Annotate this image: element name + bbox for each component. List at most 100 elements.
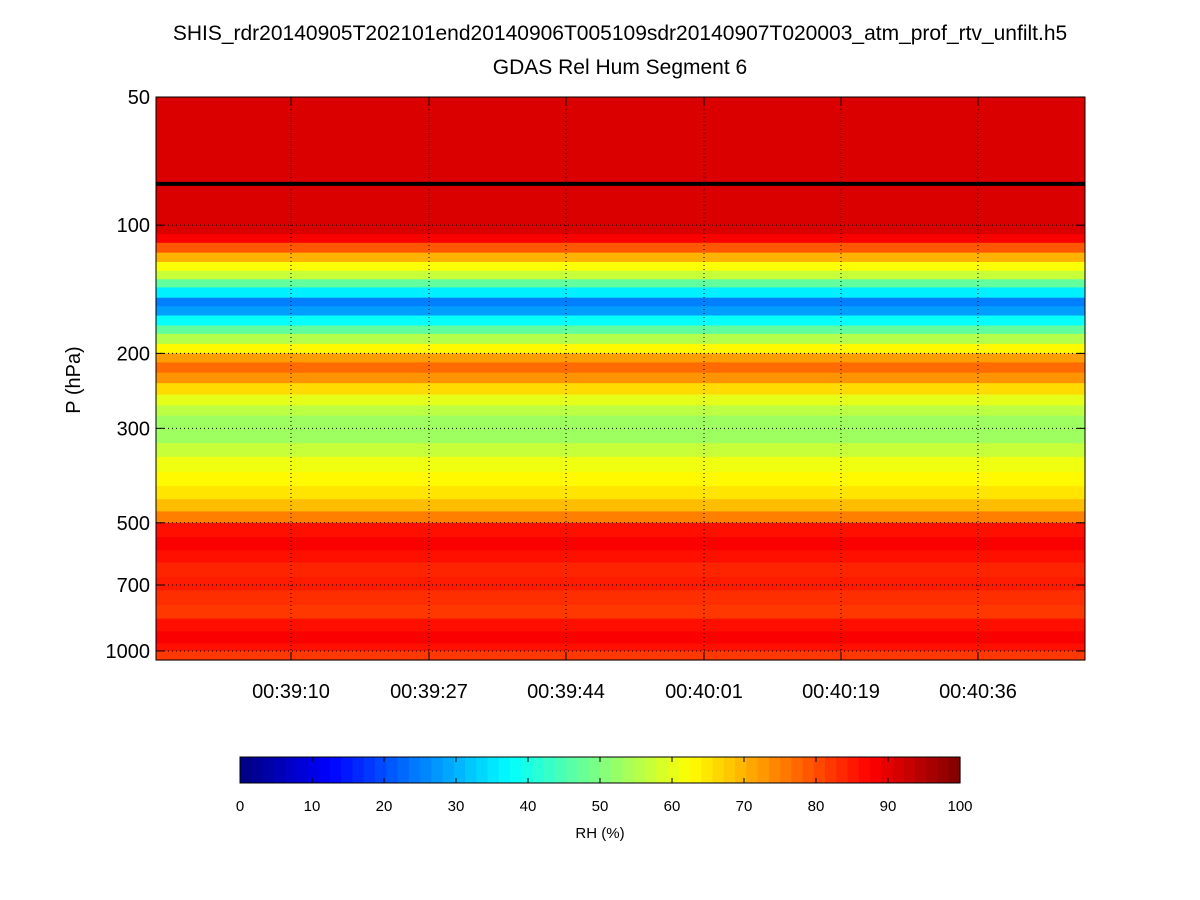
rh-band <box>156 550 1085 564</box>
x-tick-label: 00:39:10 <box>252 681 330 703</box>
colorbar-cell <box>757 757 770 783</box>
rh-band <box>156 306 1085 317</box>
colorbar-cell <box>667 757 680 783</box>
rh-band <box>156 234 1085 244</box>
colorbar-tick-label: 40 <box>520 798 537 815</box>
colorbar-tick-label: 70 <box>736 798 753 815</box>
rh-band <box>156 472 1085 487</box>
rh-band <box>156 315 1085 327</box>
colorbar-tick-label: 30 <box>448 798 465 815</box>
rh-band <box>156 362 1085 374</box>
colorbar-cell <box>780 757 792 783</box>
colorbar-cell <box>341 757 354 783</box>
colorbar-cell <box>735 757 747 783</box>
colorbar-cell <box>903 757 916 783</box>
colorbar-tick-label: 60 <box>664 798 681 815</box>
y-tick-label: 50 <box>128 87 150 109</box>
colorbar-cell <box>802 757 815 783</box>
rh-band <box>156 297 1085 307</box>
colorbar-tick-label: 80 <box>808 798 825 815</box>
colorbar-cell <box>825 757 837 783</box>
rh-band <box>156 252 1085 263</box>
colorbar-tick-label: 0 <box>236 798 244 815</box>
y-tick-label: 200 <box>117 343 150 365</box>
colorbar-cell <box>768 757 781 783</box>
colorbar-cell <box>813 757 826 783</box>
colorbar-cell <box>915 757 927 783</box>
rh-band <box>156 333 1085 345</box>
colorbar-cell <box>858 757 871 783</box>
colorbar-cell <box>870 757 882 783</box>
x-axis: 00:39:10 00:39:27 00:39:44 00:40:01 00:40:19… <box>252 97 1017 703</box>
rh-band <box>156 353 1085 363</box>
rh-band <box>156 631 1085 645</box>
rh-band <box>156 443 1085 458</box>
rh-band <box>156 486 1085 500</box>
colorbar-cell <box>330 757 342 783</box>
colorbar-tick-label: 10 <box>304 798 321 815</box>
x-tick-label: 00:40:36 <box>939 681 1017 703</box>
colorbar: 0 10 20 30 40 50 60 70 80 90 100 <box>236 756 973 815</box>
colorbar-cell <box>510 757 522 783</box>
colorbar-cell <box>363 757 376 783</box>
colorbar-cell <box>926 757 939 783</box>
rh-band <box>156 343 1085 354</box>
colorbar-cell <box>375 757 387 783</box>
rh-band <box>156 394 1085 406</box>
colorbar-cell <box>656 757 669 783</box>
colorbar-cell <box>408 757 421 783</box>
colorbar-cell <box>543 757 556 783</box>
rh-band <box>156 228 1085 235</box>
colorbar-cell <box>881 757 894 783</box>
colorbar-cell <box>273 757 286 783</box>
rh-band <box>156 650 1085 661</box>
colorbar-cell <box>352 757 365 783</box>
rh-band <box>156 499 1085 512</box>
rh-band <box>156 511 1085 524</box>
y-tick-label: 300 <box>117 418 150 440</box>
rh-band <box>156 287 1085 299</box>
colorbar-cell <box>566 757 579 783</box>
rh-band <box>156 415 1085 429</box>
rh-band <box>156 590 1085 606</box>
colorbar-cell <box>701 757 714 783</box>
colorbar-cell <box>251 757 264 783</box>
rh-band <box>156 279 1085 288</box>
rh-band <box>156 605 1085 620</box>
colorbar-cell <box>937 757 950 783</box>
rh-band <box>156 456 1085 473</box>
rh-band <box>156 562 1085 578</box>
colorbar-tick-label: 100 <box>947 798 972 815</box>
chart-subtitle: GDAS Rel Hum Segment 6 <box>492 56 748 79</box>
colorbar-cell <box>611 757 624 783</box>
colorbar-cell <box>240 757 252 783</box>
rh-band <box>156 643 1085 652</box>
rh-band <box>156 261 1085 272</box>
rh-band <box>156 270 1085 280</box>
colorbar-cell <box>588 757 601 783</box>
colorbar-cell <box>431 757 444 783</box>
colorbar-cell <box>723 757 736 783</box>
colorbar-cell <box>577 757 590 783</box>
y-tick-label: 1000 <box>106 641 151 663</box>
colorbar-cell <box>262 757 275 783</box>
y-axis-label: P (hPa) <box>63 346 85 413</box>
colorbar-cell <box>555 757 567 783</box>
colorbar-cell <box>487 757 500 783</box>
colorbar-cell <box>690 757 702 783</box>
colorbar-cell <box>948 757 961 783</box>
colorbar-cell <box>521 757 534 783</box>
rh-band <box>156 242 1085 254</box>
x-tick-label: 00:40:19 <box>802 681 880 703</box>
colorbar-cell <box>678 757 691 783</box>
rh-band <box>156 97 1085 230</box>
plot-frame <box>155 96 1086 661</box>
colorbar-cell <box>307 757 320 783</box>
colorbar-cell <box>746 757 759 783</box>
rh-band <box>156 537 1085 551</box>
colorbar-cell <box>712 757 725 783</box>
rh-band <box>156 372 1085 384</box>
colorbar-cell <box>420 757 432 783</box>
colorbar-cell <box>386 757 399 783</box>
